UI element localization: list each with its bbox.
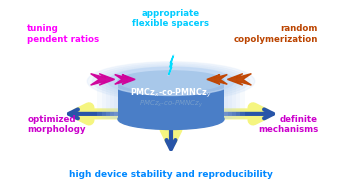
Polygon shape bbox=[115, 74, 135, 84]
Bar bbox=[102, 81, 240, 119]
Polygon shape bbox=[91, 74, 115, 85]
Ellipse shape bbox=[97, 65, 245, 98]
Polygon shape bbox=[227, 74, 251, 85]
Ellipse shape bbox=[108, 68, 234, 95]
Text: optimized
morphology: optimized morphology bbox=[27, 115, 86, 134]
Polygon shape bbox=[168, 54, 174, 76]
Bar bbox=[114, 81, 228, 119]
Text: PMCz$_x$-co-PMNCz$_y$: PMCz$_x$-co-PMNCz$_y$ bbox=[139, 98, 203, 110]
Text: high device stability and reproducibility: high device stability and reproducibilit… bbox=[69, 170, 273, 179]
Ellipse shape bbox=[113, 69, 229, 93]
Bar bbox=[118, 81, 224, 119]
Ellipse shape bbox=[118, 109, 224, 129]
Ellipse shape bbox=[108, 67, 234, 95]
Bar bbox=[110, 81, 232, 119]
Bar bbox=[97, 81, 245, 119]
Text: appropriate
flexible spacers: appropriate flexible spacers bbox=[132, 9, 210, 28]
Ellipse shape bbox=[118, 71, 224, 92]
Ellipse shape bbox=[92, 63, 250, 99]
Text: random
copolymerization: random copolymerization bbox=[234, 24, 318, 44]
Polygon shape bbox=[169, 56, 173, 75]
Polygon shape bbox=[168, 55, 174, 76]
Polygon shape bbox=[207, 74, 227, 84]
Text: PMCz$_x$-co-PMNCz$_y$: PMCz$_x$-co-PMNCz$_y$ bbox=[130, 87, 212, 100]
Text: tuning
pendent ratios: tuning pendent ratios bbox=[27, 24, 100, 44]
Bar bbox=[106, 81, 236, 119]
Ellipse shape bbox=[103, 66, 239, 96]
Polygon shape bbox=[169, 55, 173, 75]
Text: definite
mechanisms: definite mechanisms bbox=[258, 115, 318, 134]
Ellipse shape bbox=[87, 62, 255, 101]
